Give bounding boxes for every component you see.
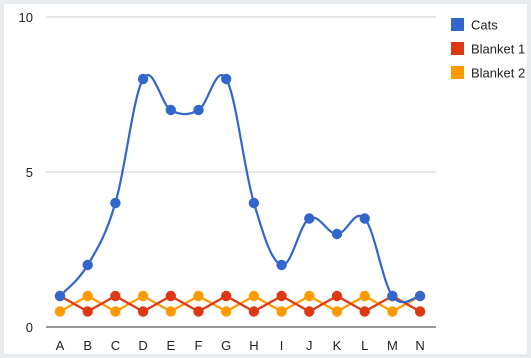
legend-swatch-cats: [451, 18, 464, 31]
x-tick-label: N: [415, 338, 424, 353]
data-point-blanket-1: [110, 290, 121, 302]
y-tick-label: 10: [19, 10, 33, 25]
data-point-cats: [110, 197, 121, 209]
legend-swatch-blanket-2: [451, 66, 464, 79]
data-point-blanket-1: [82, 306, 93, 317]
data-point-cats: [248, 197, 260, 209]
data-point-blanket-2: [137, 290, 149, 302]
data-point-cats: [387, 290, 398, 302]
legend-label-blanket-1: Blanket 1: [471, 42, 525, 57]
data-point-blanket-2: [82, 290, 93, 302]
data-point-blanket-2: [110, 306, 121, 317]
x-tick-label: D: [138, 338, 147, 353]
legend-label-cats: Cats: [471, 18, 498, 33]
data-point-blanket-2: [304, 290, 315, 302]
data-point-blanket-2: [248, 290, 260, 302]
data-point-cats: [137, 73, 149, 85]
x-tick-label: M: [387, 338, 398, 353]
x-tick-label: G: [221, 338, 231, 353]
data-point-cats: [304, 213, 315, 224]
data-point-blanket-2: [359, 290, 370, 302]
x-tick-label: K: [333, 338, 342, 353]
x-tick-label: A: [56, 338, 65, 353]
data-point-cats: [165, 104, 176, 116]
data-point-blanket-1: [414, 306, 426, 317]
x-tick-label: C: [111, 338, 120, 353]
data-point-cats: [276, 259, 287, 271]
x-tick-label: B: [83, 338, 92, 353]
data-point-blanket-1: [331, 290, 343, 302]
y-tick-label: 5: [26, 165, 33, 180]
data-point-blanket-1: [304, 306, 315, 317]
data-point-blanket-1: [165, 290, 176, 302]
x-tick-label: L: [361, 338, 368, 353]
data-point-blanket-2: [221, 306, 232, 317]
legend-label-blanket-2: Blanket 2: [471, 66, 525, 81]
data-point-blanket-2: [276, 306, 287, 317]
data-point-blanket-1: [276, 290, 287, 302]
x-tick-label: E: [166, 338, 175, 353]
x-tick-label: F: [195, 338, 203, 353]
data-point-cats: [414, 290, 426, 302]
data-point-blanket-2: [193, 290, 204, 302]
data-point-blanket-1: [248, 306, 260, 317]
data-point-blanket-1: [137, 306, 149, 317]
x-tick-label: J: [306, 338, 313, 353]
series-line-blanket-1: [59, 294, 421, 313]
data-point-cats: [193, 104, 204, 116]
x-tick-label: I: [280, 338, 284, 353]
data-point-cats: [82, 259, 93, 271]
data-point-cats: [221, 73, 232, 85]
data-point-blanket-1: [193, 306, 204, 317]
data-point-blanket-2: [165, 306, 176, 317]
y-tick-label: 0: [26, 320, 33, 335]
series-line-cats: [59, 74, 421, 304]
x-tick-label: H: [249, 338, 258, 353]
data-point-cats: [331, 228, 343, 240]
data-point-cats: [359, 213, 370, 224]
data-point-blanket-2: [54, 306, 66, 317]
legend-swatch-blanket-1: [451, 42, 464, 55]
data-point-blanket-1: [359, 306, 370, 317]
data-point-blanket-2: [331, 306, 343, 317]
data-point-blanket-1: [221, 290, 232, 302]
data-point-cats: [54, 290, 66, 302]
data-point-blanket-2: [387, 306, 398, 317]
